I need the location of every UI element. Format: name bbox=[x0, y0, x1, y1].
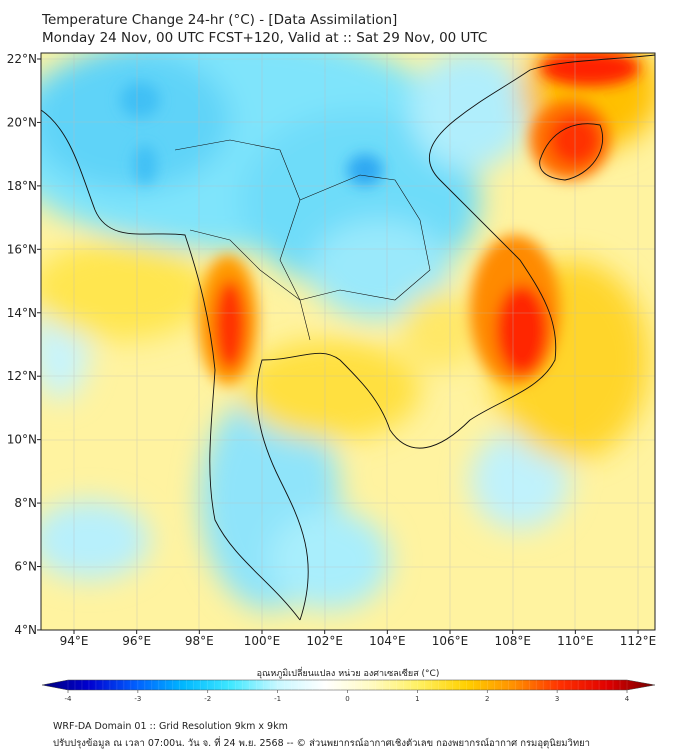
lon-tick-label: 94°E bbox=[60, 634, 89, 648]
field-layer bbox=[41, 53, 655, 630]
colorbar-label: อุณหภูมิเปลี่ยนแปลง หน่วย องศาเซลเซียส (… bbox=[256, 669, 440, 679]
lon-tick-label: 96°E bbox=[122, 634, 151, 648]
lat-tick-label: 22°N bbox=[7, 52, 37, 66]
lon-tick-label: 110°E bbox=[557, 634, 594, 648]
lat-tick-label: 16°N bbox=[7, 242, 37, 256]
colorbar-tick-label: 1 bbox=[415, 695, 419, 703]
lat-tick-label: 14°N bbox=[7, 306, 37, 320]
colorbar-tick-label: -2 bbox=[204, 695, 211, 703]
colorbar: -4 -3 -2 -1 0 1 2 3 4 bbox=[41, 679, 656, 703]
longitude-ticks: 94°E 96°E 98°E 100°E 102°E 104°E 106°E 108°E 110… bbox=[60, 630, 657, 648]
lon-tick-label: 106°E bbox=[432, 634, 469, 648]
latitude-ticks: 22°N 20°N 18°N 16°N 14°N 12°N 10°N 8°N 6°N 4°N bbox=[7, 52, 41, 637]
temperature-change-map: 94°E 96°E 98°E 100°E 102°E 104°E 106°E 108°E 110… bbox=[7, 52, 657, 703]
lon-tick-label: 102°E bbox=[306, 634, 343, 648]
footer-update-info: ปรับปรุงข้อมูล ณ เวลา 07:00น. วัน จ. ที่… bbox=[53, 738, 591, 749]
lon-tick-label: 98°E bbox=[185, 634, 214, 648]
lat-tick-label: 10°N bbox=[7, 433, 37, 447]
lon-tick-label: 112°E bbox=[620, 634, 657, 648]
lat-tick-label: 20°N bbox=[7, 115, 37, 129]
lat-tick-label: 6°N bbox=[14, 560, 37, 574]
lon-tick-label: 100°E bbox=[244, 634, 281, 648]
lat-tick-label: 4°N bbox=[14, 623, 37, 637]
colorbar-tick-label: -1 bbox=[274, 695, 281, 703]
colorbar-tick-label: 3 bbox=[555, 695, 559, 703]
lat-tick-label: 12°N bbox=[7, 369, 37, 383]
gridlines bbox=[41, 53, 655, 630]
chart-subtitle: Monday 24 Nov, 00 UTC FCST+120, Valid at… bbox=[42, 30, 488, 46]
map-frame bbox=[40, 52, 656, 631]
colorbar-tick-label: 2 bbox=[485, 695, 489, 703]
colorbar-tick-label: -4 bbox=[65, 695, 73, 703]
footer-model-info: WRF-DA Domain 01 :: Grid Resolution 9km … bbox=[53, 721, 288, 732]
colorbar-tick-label: -3 bbox=[134, 695, 141, 703]
colorbar-tick-label: 0 bbox=[345, 695, 349, 703]
lon-tick-label: 108°E bbox=[494, 634, 531, 648]
lat-tick-label: 8°N bbox=[14, 496, 37, 510]
lat-tick-label: 18°N bbox=[7, 179, 37, 193]
coastlines bbox=[41, 54, 655, 621]
colorbar-tick-label: 4 bbox=[625, 695, 630, 703]
lon-tick-label: 104°E bbox=[369, 634, 406, 648]
chart-title: Temperature Change 24-hr (°C) - [Data As… bbox=[42, 12, 398, 28]
